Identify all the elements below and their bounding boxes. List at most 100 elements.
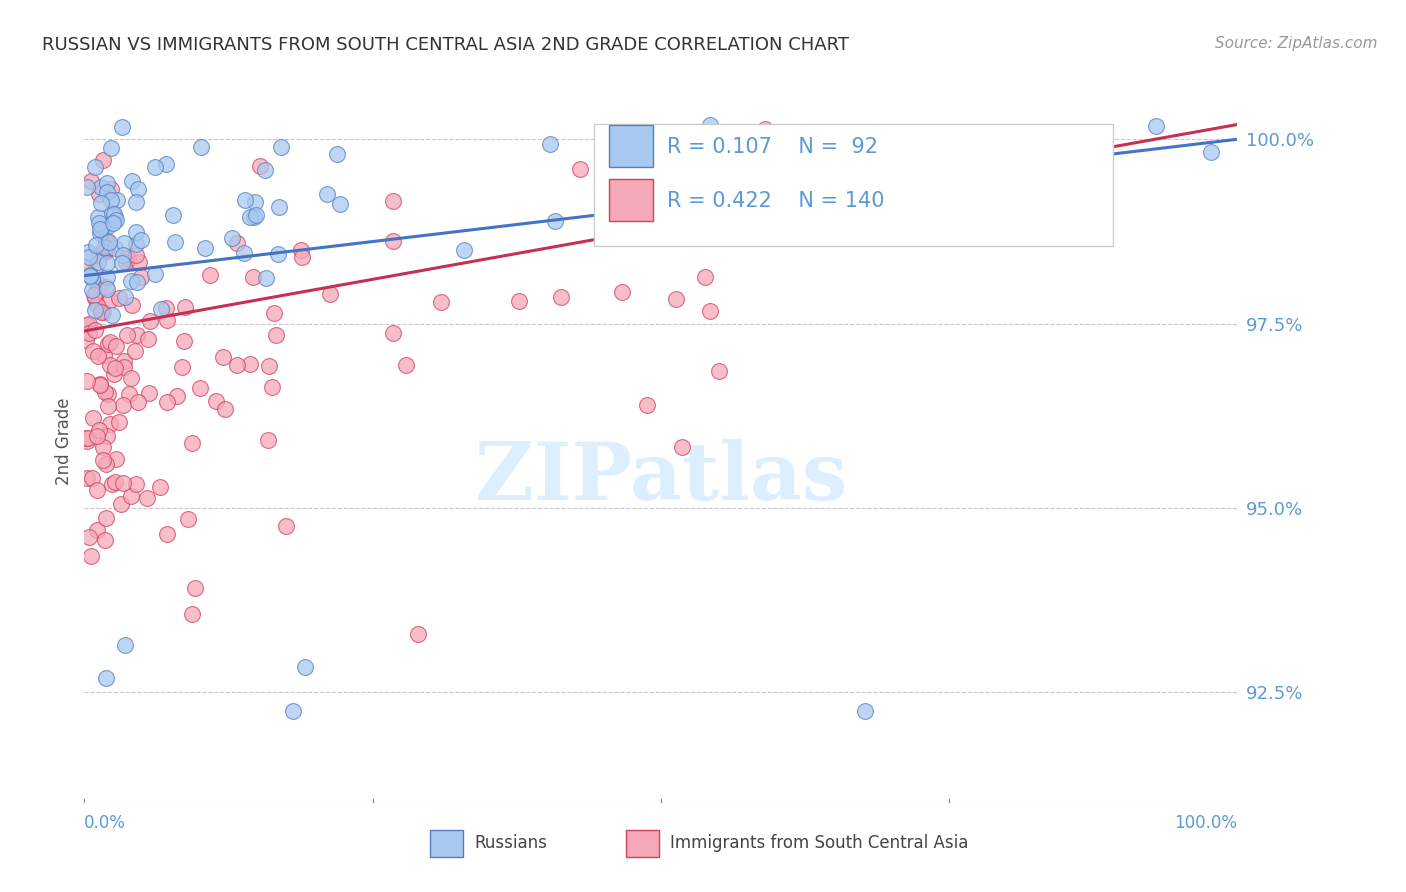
Point — [245, 208, 267, 222]
Point — [79, 268, 101, 282]
Point — [96, 186, 118, 200]
Point — [98, 417, 121, 432]
Point — [79, 317, 101, 331]
Point — [117, 252, 139, 267]
Point — [120, 274, 142, 288]
Point — [105, 451, 128, 466]
Point — [260, 380, 283, 394]
Point — [156, 313, 179, 327]
Point — [853, 704, 876, 718]
Point — [83, 302, 105, 317]
Point — [98, 358, 121, 372]
Point — [381, 234, 404, 248]
Point — [76, 471, 98, 485]
Point — [724, 150, 747, 164]
Point — [253, 162, 276, 177]
Point — [264, 327, 287, 342]
Point — [97, 399, 120, 413]
Point — [89, 222, 111, 236]
Point — [90, 180, 112, 194]
Point — [105, 193, 128, 207]
Y-axis label: 2nd Grade: 2nd Grade — [55, 398, 73, 485]
Point — [87, 349, 110, 363]
Point — [1078, 187, 1101, 202]
Point — [97, 219, 120, 233]
Point — [149, 302, 172, 317]
Point — [94, 511, 117, 525]
Point — [94, 384, 117, 399]
Point — [249, 159, 271, 173]
Point — [381, 326, 404, 341]
Point — [101, 216, 124, 230]
Point — [101, 477, 124, 491]
Point — [82, 471, 104, 485]
Point — [699, 303, 721, 318]
Point — [550, 290, 572, 304]
Point — [104, 211, 127, 225]
Point — [162, 208, 184, 222]
Point — [124, 236, 146, 251]
Point — [129, 269, 152, 284]
Point — [257, 433, 280, 447]
Point — [121, 173, 143, 187]
Point — [89, 186, 111, 201]
Point — [84, 285, 107, 299]
FancyBboxPatch shape — [593, 124, 1112, 246]
Point — [90, 304, 112, 318]
Point — [90, 305, 112, 319]
Point — [239, 357, 262, 371]
Point — [245, 194, 267, 209]
Point — [173, 301, 195, 315]
Point — [91, 453, 114, 467]
Point — [96, 270, 118, 285]
Point — [97, 337, 120, 351]
Point — [83, 323, 105, 337]
Text: Russians: Russians — [474, 834, 547, 852]
Point — [1199, 145, 1222, 159]
Point — [75, 333, 97, 347]
Point — [76, 318, 98, 333]
Point — [82, 343, 104, 358]
Point — [205, 394, 228, 409]
Point — [125, 476, 148, 491]
Point — [190, 139, 212, 153]
Point — [96, 429, 118, 443]
Point — [138, 385, 160, 400]
Text: Source: ZipAtlas.com: Source: ZipAtlas.com — [1215, 36, 1378, 51]
Point — [723, 126, 745, 140]
Point — [283, 704, 305, 718]
Point — [124, 343, 146, 358]
Point — [242, 269, 264, 284]
Point — [98, 335, 121, 350]
Text: R = 0.107    N =  92: R = 0.107 N = 92 — [666, 136, 877, 157]
Text: 100.0%: 100.0% — [1174, 814, 1237, 832]
Point — [270, 140, 292, 154]
Point — [538, 136, 561, 151]
Point — [83, 288, 105, 302]
Point — [108, 291, 131, 305]
Point — [183, 582, 205, 596]
Point — [266, 246, 288, 260]
Point — [156, 527, 179, 541]
Point — [120, 370, 142, 384]
Point — [86, 298, 108, 312]
Point — [94, 280, 117, 294]
Point — [326, 147, 349, 161]
Point — [105, 212, 128, 227]
Point — [127, 394, 149, 409]
Point — [94, 235, 117, 249]
Text: 0.0%: 0.0% — [84, 814, 127, 832]
Point — [87, 210, 110, 224]
Point — [82, 283, 104, 297]
Point — [111, 398, 134, 412]
Point — [395, 359, 418, 373]
Point — [636, 398, 658, 412]
Point — [382, 194, 405, 209]
Point — [86, 523, 108, 537]
Point — [329, 197, 352, 211]
Point — [79, 250, 101, 264]
Point — [93, 219, 115, 234]
Point — [93, 244, 115, 258]
Point — [96, 176, 118, 190]
Point — [96, 256, 118, 270]
